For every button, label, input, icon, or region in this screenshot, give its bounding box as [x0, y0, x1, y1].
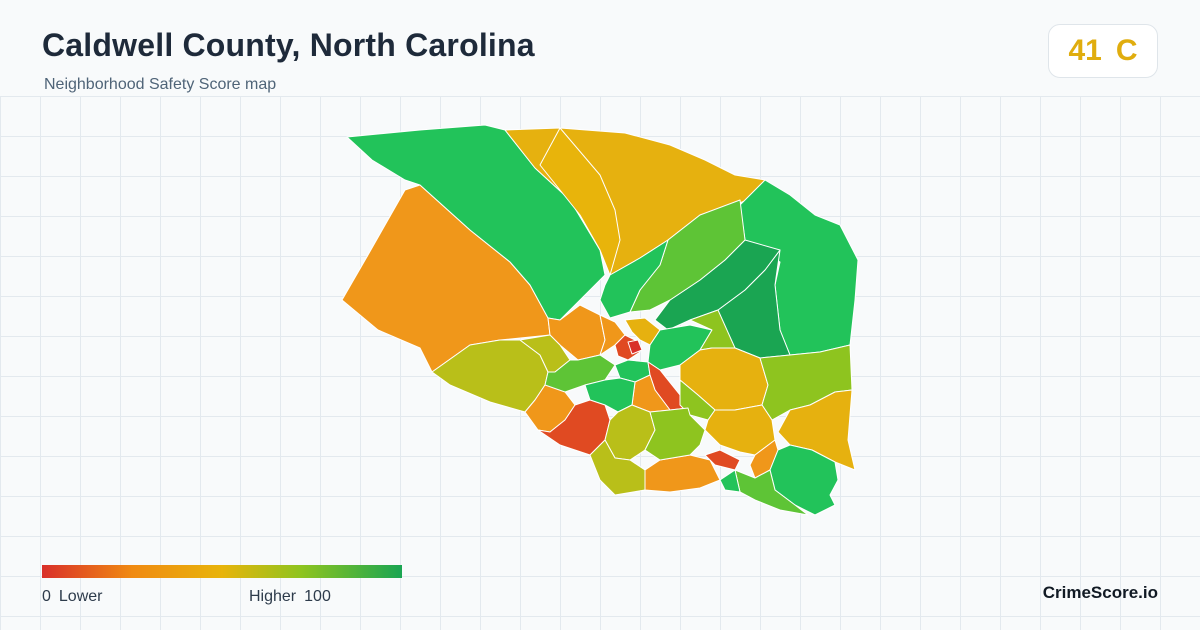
- neighborhood-north-central[interactable]: [539, 127, 621, 276]
- neighborhood-far-east[interactable]: [777, 389, 856, 471]
- neighborhood-downtown-core[interactable]: [627, 339, 643, 355]
- neighborhood-south-orange[interactable]: [644, 454, 721, 493]
- neighborhood-southeast-lowland[interactable]: [734, 469, 809, 516]
- page-subtitle: Neighborhood Safety Score map: [44, 76, 277, 93]
- brand-logo-text[interactable]: CrimeScore.io: [1042, 583, 1158, 602]
- neighborhood-southwest-red[interactable]: [537, 399, 611, 456]
- neighborhood-south-central[interactable]: [644, 407, 706, 461]
- legend-max-text: Higher: [249, 588, 297, 605]
- legend-max-value: 100: [304, 588, 331, 605]
- legend-min-text: Lower: [58, 588, 103, 605]
- safety-score-card: 41 C: [1048, 24, 1158, 78]
- neighborhood-southeast-red[interactable]: [704, 449, 741, 471]
- legend-gradient-bar: [42, 565, 402, 578]
- legend-min-value: 0: [42, 588, 51, 605]
- legend-high-label: Higher 100: [249, 588, 331, 606]
- page-title: Caldwell County, North Carolina: [42, 27, 535, 63]
- neighborhood-north-strip[interactable]: [599, 239, 669, 319]
- neighborhood-south-edge[interactable]: [719, 469, 741, 493]
- safety-grade: C: [1115, 34, 1138, 67]
- legend-low-label: 0 Lower: [42, 588, 102, 606]
- neighborhood-southeast-yellow[interactable]: [704, 404, 776, 456]
- neighborhood-northwest[interactable]: [346, 124, 606, 321]
- safety-score-value: 41: [1068, 34, 1102, 67]
